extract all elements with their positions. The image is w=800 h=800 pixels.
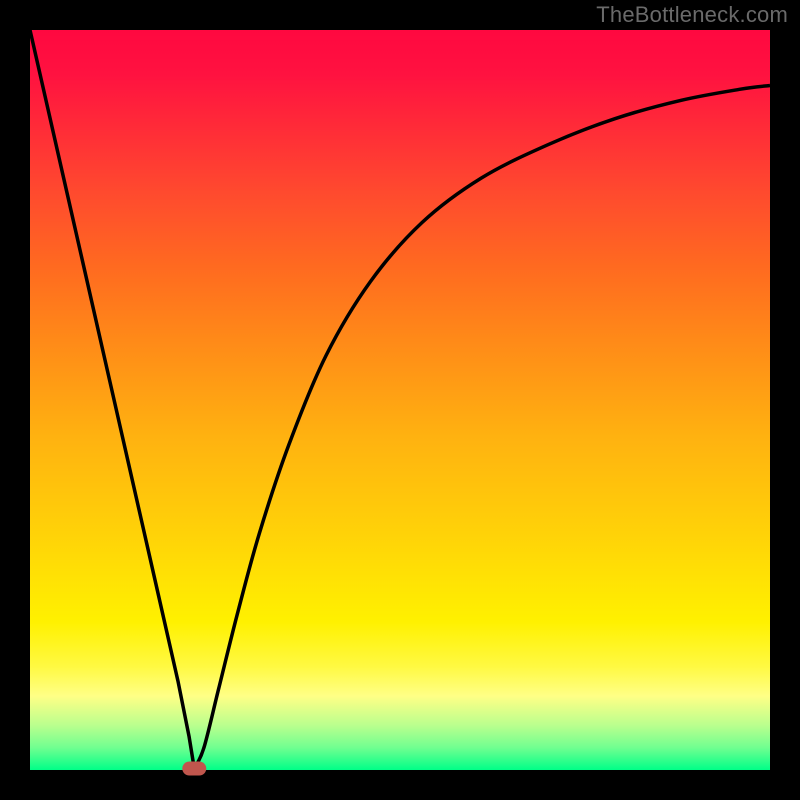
plot-background	[30, 30, 770, 770]
chart-svg	[0, 0, 800, 800]
chart-container: TheBottleneck.com	[0, 0, 800, 800]
optimal-marker	[182, 762, 206, 776]
watermark-text: TheBottleneck.com	[596, 2, 788, 28]
